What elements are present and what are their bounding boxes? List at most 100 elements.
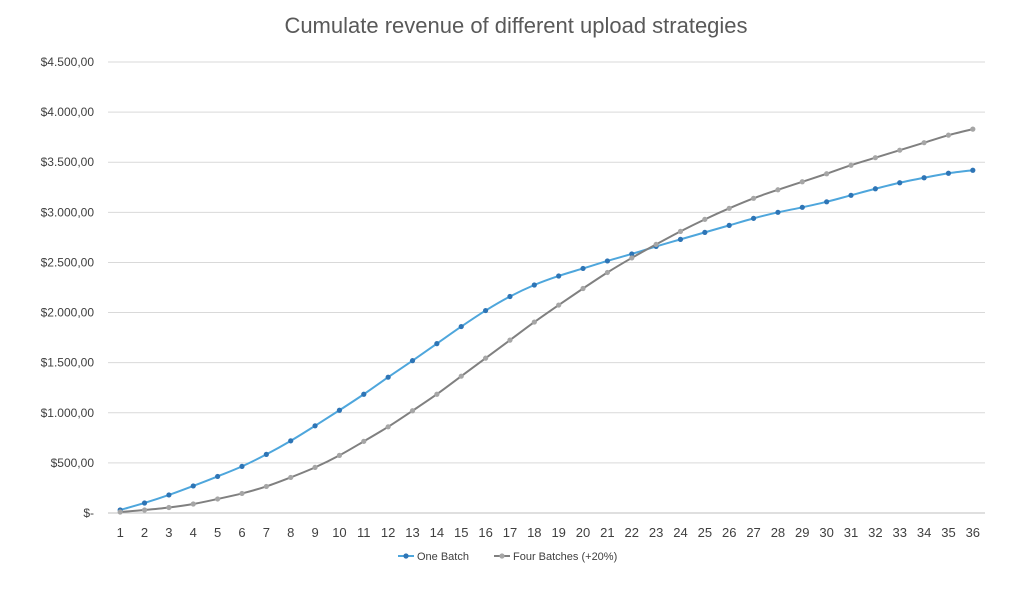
data-point: [141, 507, 148, 513]
y-tick-label: $2.000,00: [41, 306, 95, 320]
data-point: [824, 171, 830, 177]
data-point: [750, 215, 757, 221]
data-point: [775, 209, 781, 215]
y-tick-label: $3.500,00: [41, 155, 95, 169]
x-tick-label: 11: [357, 525, 371, 540]
data-point: [872, 155, 878, 161]
data-point: [385, 374, 391, 380]
data-point: [409, 408, 416, 414]
x-tick-label: 15: [454, 525, 468, 540]
x-tick-label: 36: [966, 525, 980, 540]
x-tick-label: 7: [263, 525, 270, 540]
data-point: [921, 140, 927, 146]
y-tick-label: $2.500,00: [41, 255, 95, 269]
series-1: [117, 167, 976, 513]
legend-item: One Batch: [398, 551, 469, 563]
x-tick-label: 19: [551, 525, 565, 540]
legend-label: One Batch: [417, 551, 469, 563]
data-point: [409, 358, 416, 364]
x-tick-label: 5: [214, 525, 221, 540]
x-axis-tick-labels: 1 2 3 4 5 6 7 8 9 10 11 12 13 14 15 16 17 18 19 20 21 22 23 24 2…: [117, 525, 980, 540]
x-tick-label: 21: [600, 525, 614, 540]
x-tick-label: 34: [917, 525, 931, 540]
gridlines: [108, 61, 985, 514]
x-tick-label: 35: [941, 525, 955, 540]
data-point: [799, 179, 805, 185]
y-tick-label: $500,00: [51, 456, 95, 470]
data-point: [263, 451, 269, 457]
data-point: [141, 500, 148, 506]
data-point: [799, 204, 805, 210]
chart-title: Cumulate revenue of different upload str…: [284, 13, 747, 38]
data-point: [726, 222, 732, 228]
data-point: [848, 162, 854, 168]
data-point: [653, 241, 659, 248]
legend-marker: [403, 553, 409, 559]
data-point: [897, 147, 903, 153]
data-point: [215, 473, 221, 480]
data-point: [263, 483, 269, 490]
data-point: [482, 355, 489, 361]
data-point: [775, 187, 781, 193]
data-point: [434, 341, 440, 347]
x-tick-label: 13: [405, 525, 419, 540]
data-point: [556, 273, 562, 279]
x-tick-label: 28: [771, 525, 785, 540]
series-line: [120, 128, 974, 513]
data-point: [166, 492, 172, 498]
series-2: [117, 126, 976, 515]
data-point: [190, 501, 196, 507]
data-point: [629, 251, 635, 257]
data-point: [921, 175, 927, 181]
data-point: [970, 126, 976, 132]
data-point: [507, 337, 513, 343]
data-point: [507, 293, 513, 300]
legend-label: Four Batches (+20%): [513, 551, 617, 563]
x-tick-label: 32: [868, 525, 882, 540]
data-point: [677, 236, 684, 242]
x-tick-label: 20: [576, 525, 590, 540]
data-point: [604, 258, 611, 264]
data-point: [702, 229, 708, 235]
data-point: [872, 186, 878, 192]
x-tick-label: 33: [893, 525, 907, 540]
data-point: [629, 255, 635, 261]
data-point: [361, 438, 367, 444]
x-tick-label: 2: [141, 525, 148, 540]
data-point: [677, 228, 684, 234]
data-point: [215, 496, 221, 502]
data-point: [970, 167, 976, 173]
x-tick-label: 6: [238, 525, 245, 540]
x-tick-label: 4: [190, 525, 197, 540]
data-point: [166, 504, 172, 511]
data-point: [288, 474, 294, 481]
y-tick-label: $3.000,00: [41, 205, 95, 219]
data-point: [458, 323, 464, 330]
data-point: [726, 205, 732, 211]
x-tick-label: 12: [381, 525, 395, 540]
x-tick-label: 29: [795, 525, 809, 540]
x-tick-label: 3: [165, 525, 172, 540]
y-tick-label: $4.500,00: [41, 55, 95, 69]
x-tick-label: 26: [722, 525, 736, 540]
x-tick-label: 10: [332, 525, 346, 540]
x-tick-label: 31: [844, 525, 858, 540]
data-point: [580, 285, 586, 292]
legend-item: Four Batches (+20%): [494, 551, 617, 563]
series-lines: [117, 126, 976, 515]
x-tick-label: 9: [311, 525, 318, 540]
data-point: [824, 199, 830, 205]
data-point: [848, 192, 854, 198]
data-point: [531, 319, 537, 325]
data-point: [897, 180, 903, 186]
x-tick-label: 17: [503, 525, 517, 540]
data-point: [288, 438, 294, 444]
data-point: [312, 464, 318, 470]
data-point: [117, 509, 123, 515]
x-tick-label: 8: [287, 525, 294, 540]
data-point: [945, 132, 952, 138]
x-tick-label: 30: [819, 525, 833, 540]
data-point: [556, 302, 562, 308]
y-tick-label: $1.500,00: [41, 356, 95, 370]
